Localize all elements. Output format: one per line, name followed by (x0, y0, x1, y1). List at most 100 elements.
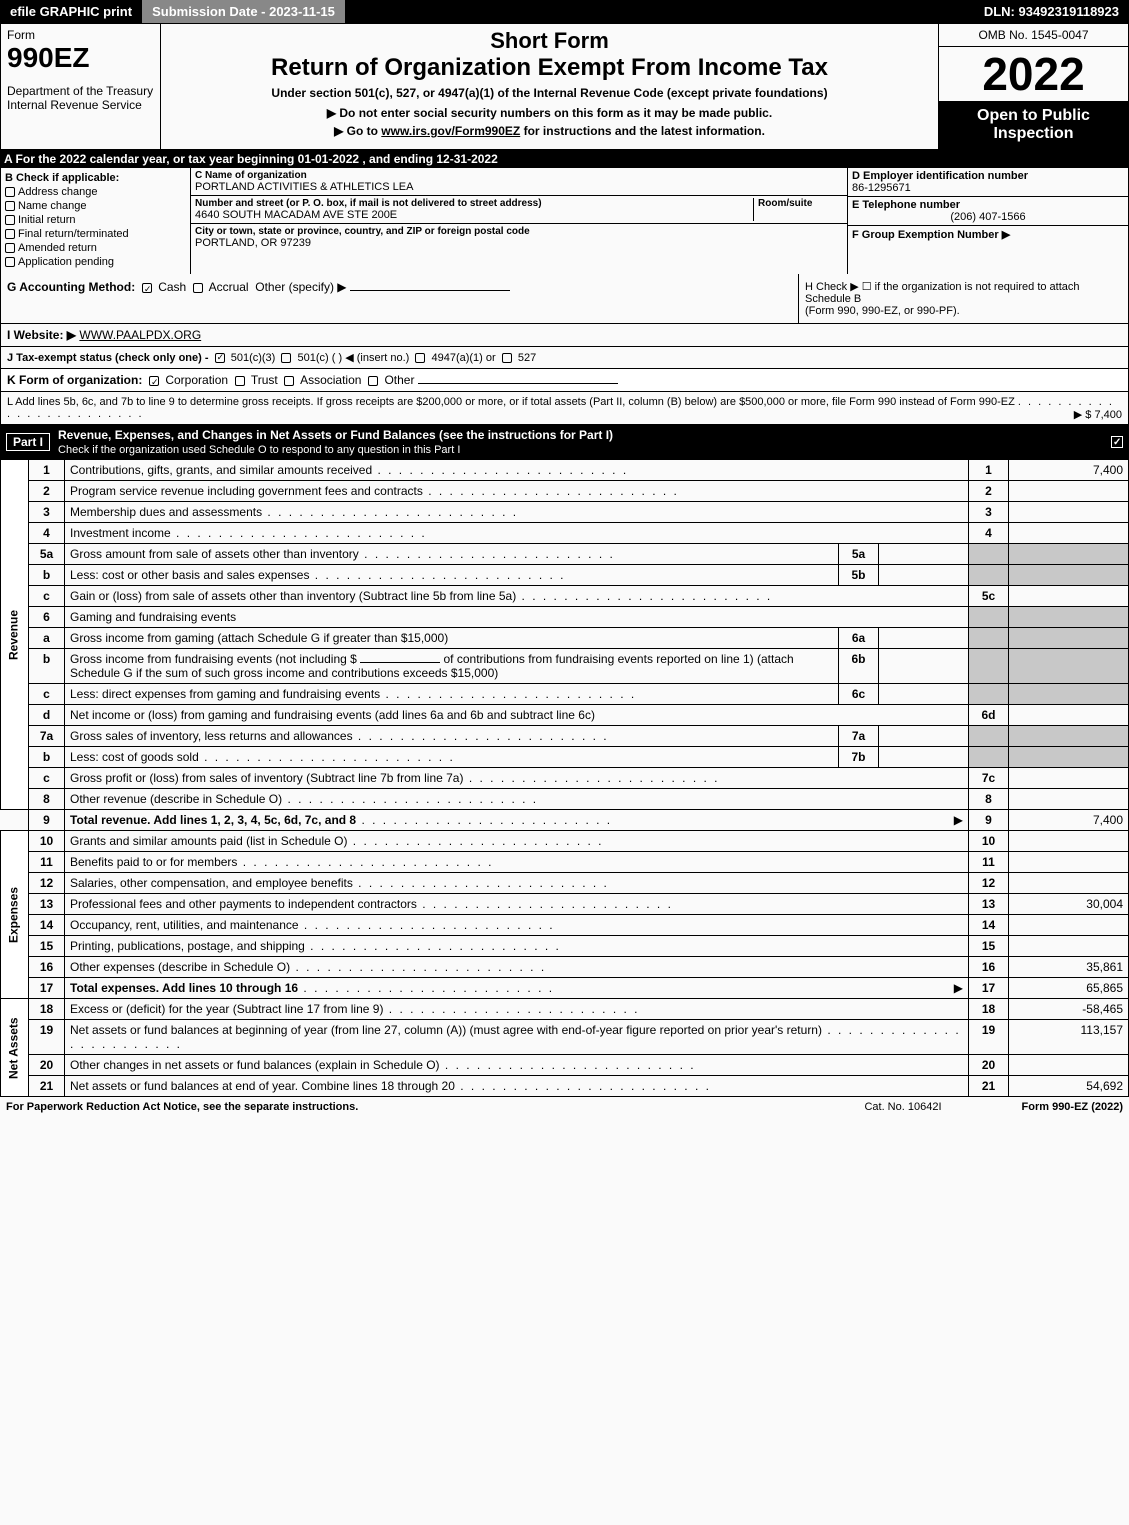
pra-notice: For Paperwork Reduction Act Notice, see … (6, 1101, 358, 1113)
ln7a-n: 7a (29, 726, 65, 747)
ln6c-n: c (29, 684, 65, 705)
e-label: E Telephone number (852, 199, 1124, 211)
b-label: B Check if applicable: (5, 172, 186, 184)
ln1-d: Contributions, gifts, grants, and simila… (70, 463, 628, 477)
c-city-row: City or town, state or province, country… (191, 224, 847, 251)
ln20-n: 20 (29, 1055, 65, 1076)
dln-label: DLN: 93492319118923 (974, 0, 1129, 23)
row-j: J Tax-exempt status (check only one) - 5… (0, 347, 1129, 369)
chk-application-pending[interactable]: Application pending (5, 256, 186, 268)
ln2-n: 2 (29, 481, 65, 502)
chk-initial-return[interactable]: Initial return (5, 214, 186, 226)
chk-association[interactable] (284, 376, 294, 386)
irs-link[interactable]: www.irs.gov/Form990EZ (381, 124, 520, 138)
chk-accrual[interactable] (193, 283, 203, 293)
ln5a-sv (879, 544, 969, 565)
chk-4947[interactable] (415, 353, 425, 363)
part-i-title: Revenue, Expenses, and Changes in Net As… (58, 428, 613, 456)
ln6d-n: d (29, 705, 65, 726)
ln13-v: 30,004 (1009, 894, 1129, 915)
f-row: F Group Exemption Number ▶ (848, 226, 1128, 243)
i-label: I Website: ▶ (7, 328, 76, 342)
ln6d-d: Net income or (loss) from gaming and fun… (65, 705, 969, 726)
ln7b-d: Less: cost of goods sold (70, 750, 455, 764)
c-name-row: C Name of organization PORTLAND ACTIVITI… (191, 168, 847, 196)
ln11-d: Benefits paid to or for members (70, 855, 493, 869)
ln10-lab: 10 (969, 831, 1009, 852)
chk-corporation[interactable] (149, 376, 159, 386)
c-city-label: City or town, state or province, country… (195, 226, 843, 237)
ln5a-d: Gross amount from sale of assets other t… (70, 547, 615, 561)
ein: 86-1295671 (852, 182, 1124, 194)
g-accounting: G Accounting Method: Cash Accrual Other … (1, 274, 798, 323)
chk-amended-return[interactable]: Amended return (5, 242, 186, 254)
omb-number: OMB No. 1545-0047 (939, 24, 1128, 47)
ln18-d: Excess or (deficit) for the year (Subtra… (70, 1002, 383, 1016)
ln21-v: 54,692 (1009, 1076, 1129, 1097)
ln8-n: 8 (29, 789, 65, 810)
org-name: PORTLAND ACTIVITIES & ATHLETICS LEA (195, 181, 843, 193)
ln12-v (1009, 873, 1129, 894)
form-subtitle: Under section 501(c), 527, or 4947(a)(1)… (165, 86, 934, 100)
ln15-n: 15 (29, 936, 65, 957)
ln4-lab: 4 (969, 523, 1009, 544)
ln7b-n: b (29, 747, 65, 768)
ln11-v (1009, 852, 1129, 873)
ln9-n: 9 (29, 810, 65, 831)
ln1-lab: 1 (969, 460, 1009, 481)
col-def: D Employer identification number 86-1295… (848, 168, 1128, 274)
ln14-lab: 14 (969, 915, 1009, 936)
form-title: Return of Organization Exempt From Incom… (165, 54, 934, 82)
h-text2: (Form 990, 990-EZ, or 990-PF). (805, 305, 1122, 317)
other-org-input[interactable] (418, 383, 618, 384)
chk-trust[interactable] (235, 376, 245, 386)
ln11-n: 11 (29, 852, 65, 873)
chk-other-org[interactable] (368, 376, 378, 386)
ln6c-sub: 6c (839, 684, 879, 705)
ln12-lab: 12 (969, 873, 1009, 894)
short-form-label: Short Form (165, 28, 934, 54)
ln1-n: 1 (29, 460, 65, 481)
chk-final-return[interactable]: Final return/terminated (5, 228, 186, 240)
ln7c-n: c (29, 768, 65, 789)
schedule-o-checkbox[interactable] (1111, 436, 1123, 448)
ln5c-n: c (29, 586, 65, 607)
ln5a-shade (969, 544, 1009, 565)
chk-address-change[interactable]: Address change (5, 186, 186, 198)
chk-cash[interactable] (142, 283, 152, 293)
ln9-d: Total revenue. Add lines 1, 2, 3, 4, 5c,… (70, 813, 356, 827)
row-i: I Website: ▶ WWW.PAALPDX.ORG (0, 324, 1129, 347)
org-address: 4640 SOUTH MACADAM AVE STE 200E (195, 209, 753, 221)
link-suffix: for instructions and the latest informat… (524, 124, 765, 138)
website-link[interactable]: WWW.PAALPDX.ORG (79, 328, 201, 342)
chk-name-change[interactable]: Name change (5, 200, 186, 212)
fundraising-amount-input[interactable] (360, 662, 440, 663)
ln5b-n: b (29, 565, 65, 586)
ln6a-d: Gross income from gaming (attach Schedul… (65, 628, 839, 649)
chk-501c3[interactable] (215, 353, 225, 363)
ln17-d: Total expenses. Add lines 10 through 16 (70, 981, 298, 995)
department-label: Department of the Treasury Internal Reve… (7, 84, 154, 112)
ln5a-sub: 5a (839, 544, 879, 565)
ln21-n: 21 (29, 1076, 65, 1097)
chk-527[interactable] (502, 353, 512, 363)
ln14-v (1009, 915, 1129, 936)
ln19-d: Net assets or fund balances at beginning… (70, 1023, 822, 1037)
telephone: (206) 407-1566 (852, 211, 1124, 223)
ln4-n: 4 (29, 523, 65, 544)
chk-501c[interactable] (281, 353, 291, 363)
section-a: A For the 2022 calendar year, or tax yea… (0, 150, 1129, 168)
col-b: B Check if applicable: Address change Na… (1, 168, 191, 274)
ln4-d: Investment income (70, 526, 427, 540)
ln20-v (1009, 1055, 1129, 1076)
ln13-lab: 13 (969, 894, 1009, 915)
ln17-v: 65,865 (1009, 978, 1129, 999)
ln6b-n: b (29, 649, 65, 684)
ln14-d: Occupancy, rent, utilities, and maintena… (70, 918, 555, 932)
ln6d-v (1009, 705, 1129, 726)
form-header: Form 990EZ Department of the Treasury In… (0, 23, 1129, 150)
other-specify-input[interactable] (350, 290, 510, 291)
side-net-assets: Net Assets (1, 999, 29, 1097)
ln3-lab: 3 (969, 502, 1009, 523)
ln7c-v (1009, 768, 1129, 789)
